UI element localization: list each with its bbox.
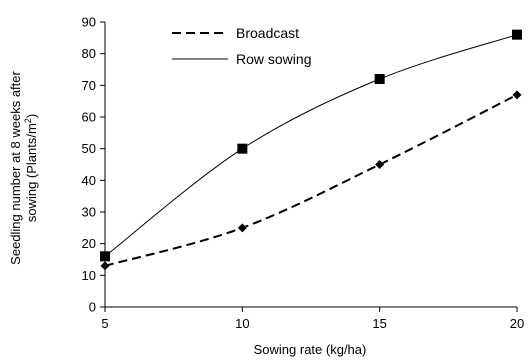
data-point-row-sowing <box>374 74 385 84</box>
data-point-broadcast <box>100 261 110 271</box>
data-point-row-sowing <box>512 29 522 40</box>
y-tick-label: 50 <box>82 141 96 156</box>
x-tick-label: 15 <box>372 316 386 331</box>
y-tick-label: 10 <box>82 268 96 283</box>
data-point-broadcast <box>375 160 385 169</box>
chart-ticks: 0 10 20 30 40 50 60 70 80 90 5 10 15 20 <box>82 15 525 332</box>
y-tick-label: 20 <box>82 236 96 251</box>
y-tick-label: 30 <box>82 205 96 220</box>
data-point-row-sowing <box>237 143 248 154</box>
chart-series <box>100 29 522 271</box>
y-tick-label: 90 <box>82 15 96 30</box>
legend-label-broadcast: Broadcast <box>236 25 299 41</box>
data-point-broadcast <box>512 90 522 100</box>
x-tick-label: 20 <box>510 316 524 331</box>
x-axis-label: Sowing rate (kg/ha) <box>254 342 367 357</box>
x-tick-label: 10 <box>235 316 249 331</box>
y-axis-label: Seedling number at 8 weeks after sowing … <box>8 70 39 264</box>
y-tick-label: 60 <box>82 110 96 125</box>
series-line-broadcast <box>104 93 518 267</box>
data-point-row-sowing <box>100 251 110 262</box>
series-line-row-sowing <box>104 34 518 257</box>
y-tick-label: 80 <box>82 46 96 61</box>
legend-label-row-sowing: Row sowing <box>236 51 311 67</box>
x-tick-label: 5 <box>101 316 108 331</box>
y-tick-label: 40 <box>82 173 96 188</box>
y-axis-label-line2: sowing (Plants/m2) <box>23 114 39 222</box>
data-point-broadcast <box>237 223 247 233</box>
y-axis-label-line1: Seedling number at 8 weeks after <box>8 70 23 264</box>
y-tick-label: 70 <box>82 78 96 93</box>
y-tick-label: 0 <box>89 300 96 315</box>
chart-legend: Broadcast Row sowing <box>172 25 311 67</box>
